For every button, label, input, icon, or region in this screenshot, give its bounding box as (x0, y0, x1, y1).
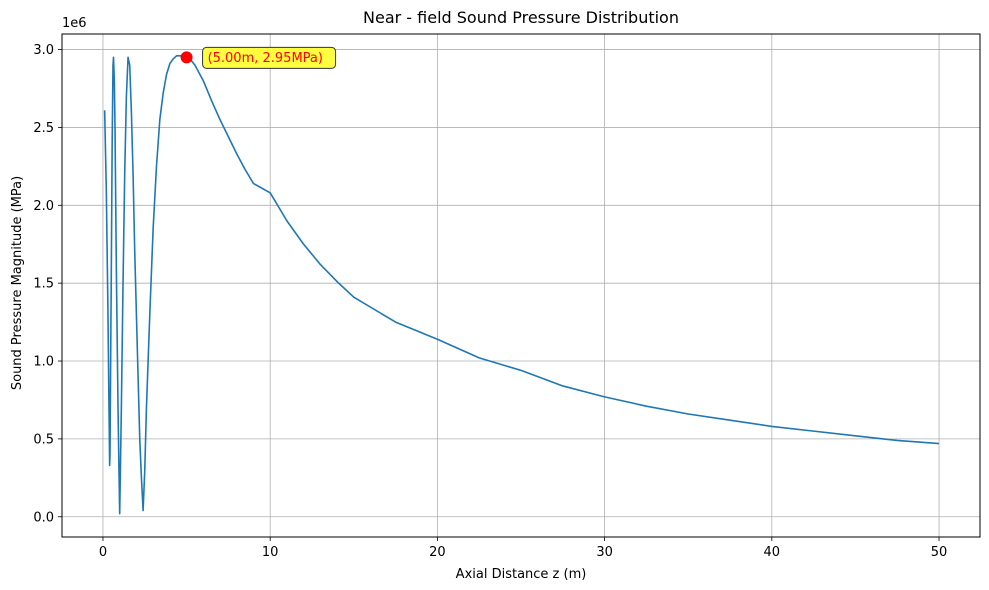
series-line (103, 55, 940, 515)
x-tick-label: 0 (99, 545, 107, 560)
y-tick-label: 3.0 (33, 43, 54, 58)
peak-marker (180, 51, 193, 64)
y-tick-label: 0.0 (33, 510, 54, 525)
y-tick-label: 2.5 (33, 121, 54, 136)
chart-title: Near - field Sound Pressure Distribution (363, 8, 679, 27)
annotation-label: (5.00m, 2.95MPa) (208, 51, 323, 66)
x-tick-label: 50 (931, 545, 948, 560)
grid (62, 34, 980, 537)
series-layer (103, 55, 940, 515)
annotation: (5.00m, 2.95MPa) (180, 46, 337, 69)
x-tick-label: 40 (764, 545, 781, 560)
plot-frame (61, 33, 981, 538)
x-axis-title: Axial Distance z (m) (456, 567, 587, 582)
y-tick-label: 1.0 (33, 355, 54, 370)
x-tick-label: 30 (596, 545, 613, 560)
x-tick-label: 10 (262, 545, 279, 560)
y-axis-ticks: 0.0 0.5 1.0 1.5 2.0 2.5 3.0 (33, 43, 62, 525)
annotation-box (202, 46, 337, 69)
y-tick-label: 2.0 (33, 199, 54, 214)
x-axis-ticks: 0 10 20 30 40 50 (99, 537, 947, 560)
y-tick-label: 1.5 (33, 277, 54, 292)
y-tick-label: 0.5 (33, 432, 54, 447)
y-axis-offset-label: 1e6 (62, 16, 87, 31)
x-tick-label: 20 (429, 545, 446, 560)
y-axis-title: Sound Pressure Magnitude (MPa) (10, 176, 25, 390)
